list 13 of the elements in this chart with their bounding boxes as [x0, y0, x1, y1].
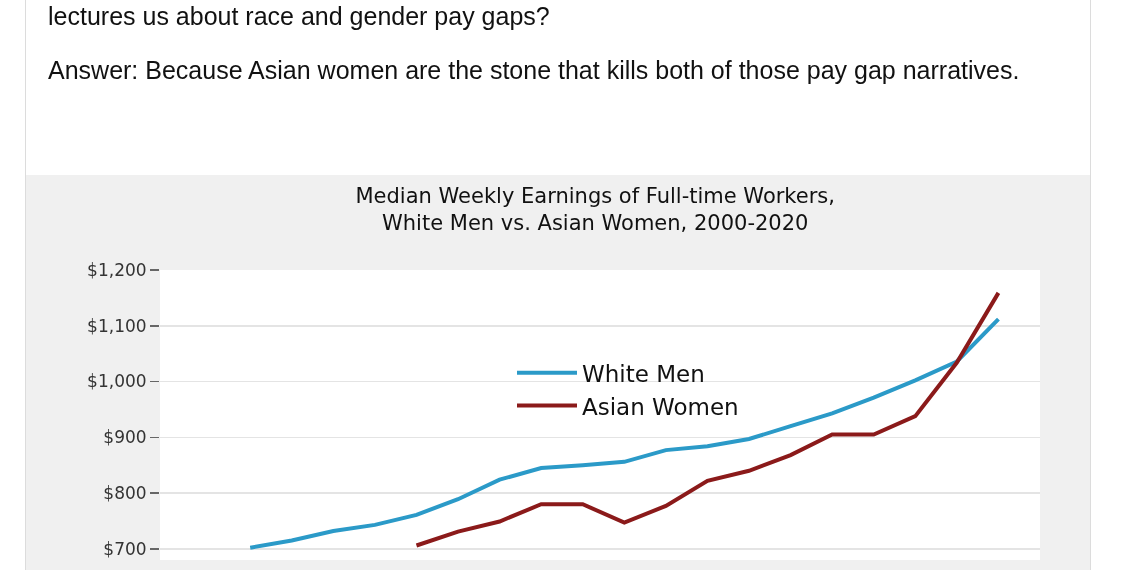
y-tick-label: $1,000 — [87, 371, 147, 392]
legend-label: Asian Women — [582, 393, 739, 420]
y-tick-label: $1,200 — [87, 259, 147, 280]
line-series — [414, 290, 1001, 548]
text: Answer: Because Asian women are the stone that kills both of those pay gap narratives. — [48, 55, 1021, 86]
text: lectures us about race and gender pay gaps? — [48, 1, 551, 32]
y-tick-label: $800 — [103, 483, 147, 504]
y-tick-label: $900 — [103, 427, 147, 448]
chart-title: Median Weekly Earnings of Full-time Workers, White Men vs. Asian Women, 2000-2020 — [355, 183, 835, 235]
y-tick-label: $1,100 — [87, 315, 147, 336]
legend-label: White Men — [582, 360, 705, 387]
line-series — [248, 317, 1001, 550]
y-tick-label: $700 — [103, 538, 147, 559]
